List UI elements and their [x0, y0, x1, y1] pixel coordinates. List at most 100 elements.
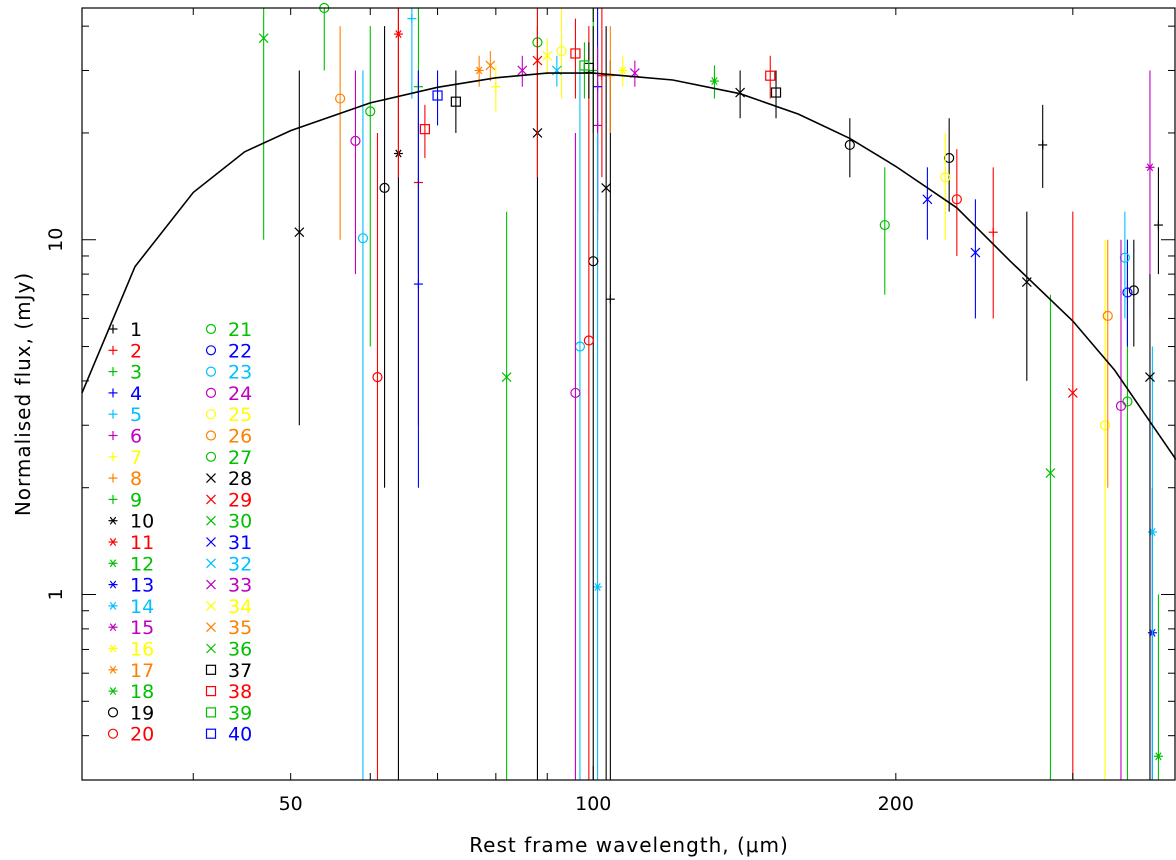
legend-marker: [108, 494, 118, 504]
legend-label: 34: [228, 596, 252, 618]
data-point-s19-2: [588, 26, 599, 780]
marker: [419, 124, 430, 135]
legend-marker: [108, 409, 118, 419]
legend-item-20: 20: [107, 724, 154, 746]
marker: [597, 71, 607, 81]
marker: [1038, 140, 1048, 150]
marker: [570, 387, 581, 399]
legend-item-38: 38: [205, 681, 252, 703]
marker: [1153, 752, 1163, 761]
data-point-s23-3: [1119, 211, 1130, 319]
data-point-s28-6: [1145, 274, 1155, 780]
data-point-s34-1: [542, 38, 553, 76]
marker: [579, 60, 590, 71]
marker: [709, 77, 719, 86]
data-point-s7-1: [491, 65, 501, 112]
data-point-s30-1: [501, 211, 512, 780]
data-point-s28-5: [1021, 211, 1032, 381]
legend-marker: [206, 600, 216, 611]
legend-item-35: 35: [206, 617, 252, 639]
data-point-s30-2: [1045, 294, 1056, 780]
data-point-s25-3: [1099, 239, 1111, 780]
data-point-s27-1: [365, 26, 376, 347]
legend-marker: [205, 409, 217, 420]
data-point-s28-3: [601, 26, 612, 780]
marker: [944, 152, 955, 164]
marker: [593, 120, 603, 130]
data-point-s32-1: [551, 55, 562, 87]
legend-label: 35: [228, 617, 252, 639]
marker: [605, 71, 615, 81]
data-point-s25-2: [940, 132, 951, 240]
legend-label: 21: [228, 319, 252, 341]
legend-marker: [108, 324, 118, 334]
legend-item-23: 23: [205, 362, 252, 384]
legend-item-12: 12: [108, 553, 154, 575]
marker: [350, 135, 361, 146]
marks-layer: [258, 2, 1163, 780]
marker: [1145, 163, 1155, 172]
legend-item-31: 31: [206, 532, 252, 554]
marker: [1147, 528, 1157, 536]
marker: [1119, 252, 1130, 263]
data-point-s40-1: [432, 70, 443, 126]
marker: [491, 82, 501, 92]
legend-item-13: 13: [108, 575, 154, 597]
legend-marker: [108, 580, 118, 589]
legend-item-32: 32: [206, 553, 252, 575]
marker: [450, 96, 461, 107]
legend-label: 22: [228, 340, 252, 362]
axis-ticks: 50 100 200 1 10: [45, 8, 1175, 815]
legend-marker: [205, 387, 217, 398]
legend-label: 16: [130, 639, 154, 661]
legend-item-22: 22: [205, 340, 252, 362]
data-point-s20-2: [583, 26, 594, 780]
data-point-s19-5: [1128, 239, 1139, 347]
legend-marker: [108, 452, 118, 462]
marker: [844, 139, 855, 151]
legend-item-5: 5: [108, 404, 142, 426]
legend-label: 2: [130, 340, 142, 362]
legend-label: 32: [228, 553, 252, 575]
legend-marker: [108, 473, 118, 483]
marker: [583, 335, 594, 346]
legend-item-34: 34: [206, 596, 252, 618]
marker: [1145, 372, 1155, 383]
marker: [517, 65, 528, 76]
data-point-s38-3: [765, 55, 776, 99]
data-point-s24-1: [350, 70, 361, 275]
legend-label: 1: [130, 319, 142, 341]
legend-marker: [206, 515, 216, 526]
marker: [372, 372, 383, 383]
data-point-s35-1: [485, 51, 496, 82]
data-point-s38-1: [419, 104, 430, 158]
data-point-s1-1: [605, 60, 615, 780]
legend-label: 24: [228, 383, 252, 405]
legend-label: 15: [130, 617, 154, 639]
marker: [1102, 310, 1113, 321]
legend-label: 28: [228, 468, 252, 490]
legend-item-19: 19: [107, 702, 154, 724]
data-point-s26-1: [335, 26, 346, 240]
y-axis-title: Normalised flux, (mJy): [11, 272, 35, 516]
data-point-s20-3: [951, 149, 962, 256]
data-point-s21-1: [319, 2, 330, 71]
legend-label: 6: [130, 426, 142, 448]
y-tick-label: 1: [45, 588, 67, 600]
legend-marker: [108, 665, 118, 674]
legend-label: 11: [130, 532, 154, 554]
legend-item-9: 9: [108, 489, 142, 511]
data-point-s25-1: [556, 8, 567, 99]
data-point-s11-1: [393, 8, 403, 178]
legend-label: 40: [228, 724, 252, 746]
data-point-s2-2: [597, 8, 607, 178]
marker: [922, 194, 933, 205]
data-point-s33-1: [517, 55, 528, 87]
data-point-s26-2: [1102, 239, 1113, 488]
legend-marker: [108, 367, 118, 377]
legend-item-28: 28: [206, 468, 252, 490]
legend-label: 5: [130, 404, 142, 426]
legend-label: 3: [130, 362, 142, 384]
data-point-s19-1: [379, 26, 390, 488]
